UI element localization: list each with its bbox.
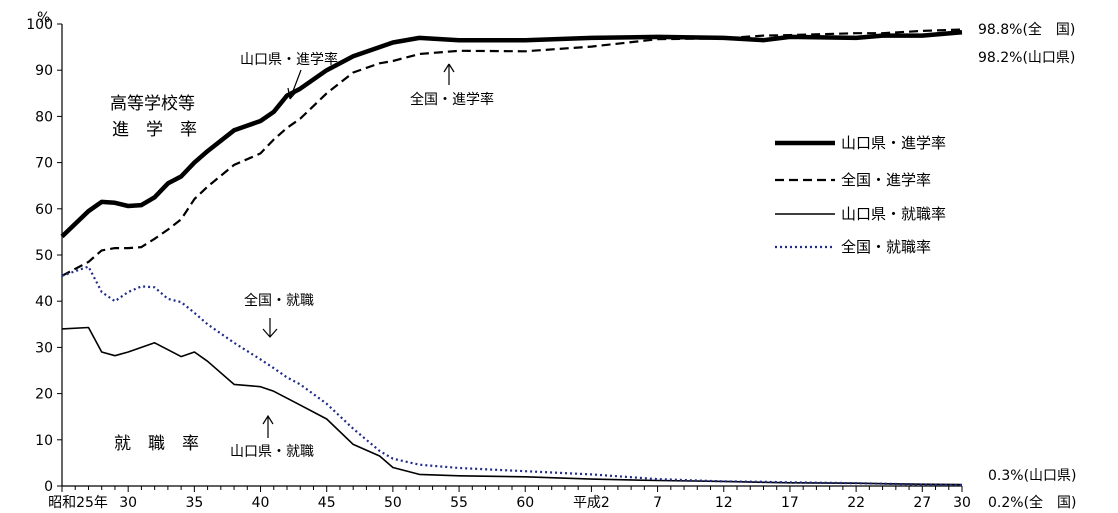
end-value-zenkoku-shushoku: 0.2%(全 国)	[988, 494, 1077, 511]
y-tick-label: 90	[35, 63, 53, 79]
x-tick-label: 55	[450, 495, 468, 511]
arrow-yamaguchi-shingaku	[287, 69, 302, 100]
y-tick-label: 60	[35, 202, 53, 218]
annotation-zenkoku-shushoku: 全国・就職	[244, 292, 314, 309]
y-tick-label: 40	[35, 294, 53, 310]
arrow-zenkoku-shingaku	[443, 63, 455, 85]
series-line-3	[61, 265, 963, 487]
series-layer	[60, 28, 963, 487]
legend-label-1: 全国・進学率	[841, 171, 931, 189]
annotation-yamaguchi-shushoku: 山口県・就職	[230, 444, 314, 460]
y-tick-label: 10	[35, 433, 53, 449]
end-value-zenkoku-shingaku: 98.8%(全 国)	[978, 21, 1075, 38]
x-tick-label: 60	[516, 495, 534, 511]
arrow-yamaguchi-shushoku	[262, 414, 274, 438]
legend-label-3: 全国・就職率	[841, 238, 931, 256]
x-tick-label: 45	[318, 495, 336, 511]
y-tick-label: 70	[35, 156, 53, 172]
legend-label-0: 山口県・進学率	[841, 134, 946, 152]
legend-label-2: 山口県・就職率	[841, 205, 946, 223]
label-koutou: 高等学校等	[110, 94, 195, 114]
y-tick-label: 50	[35, 248, 53, 264]
x-tick-label: 12	[715, 495, 733, 511]
y-tick-label: 0	[44, 479, 53, 495]
x-tick-label: 昭和25年	[48, 495, 108, 511]
x-tick-label: 35	[185, 495, 203, 511]
x-tick-label: 40	[252, 495, 270, 511]
label-shushokuritsu: 就 職 率	[114, 434, 199, 454]
y-tick-label: 80	[35, 109, 53, 125]
x-tick-label: 平成2	[573, 495, 610, 511]
x-tick-label: 30	[119, 495, 137, 511]
series-line-1	[61, 28, 963, 277]
series-line-2	[61, 326, 963, 486]
y-unit-label: %	[37, 10, 50, 26]
y-tick-label: 100	[26, 17, 53, 33]
y-tick-label: 30	[35, 340, 53, 356]
annotation-zenkoku-shingaku: 全国・進学率	[410, 91, 494, 108]
end-value-yamaguchi-shushoku: 0.3%(山口県)	[988, 468, 1077, 484]
x-tick-label: 7	[653, 495, 662, 511]
axes: 0 10 20 30 40 50 60 70 80 90 100 昭和25年 30 35 40 45 50 55 6…	[26, 17, 971, 511]
x-tick-label: 22	[847, 495, 865, 511]
annotation-yamaguchi-shingaku: 山口県・進学率	[240, 51, 338, 68]
y-tick-label: 20	[35, 387, 53, 403]
x-tick-label: 50	[384, 495, 402, 511]
arrow-zenkoku-shushoku	[262, 318, 278, 338]
series-line-0	[60, 30, 963, 239]
x-tick-label: 30	[953, 495, 971, 511]
x-tick-label: 17	[781, 495, 799, 511]
label-shingakuritsu: 進 学 率	[112, 120, 197, 140]
x-tick-label: 27	[913, 495, 931, 511]
end-value-yamaguchi-shingaku: 98.2%(山口県)	[978, 50, 1075, 66]
